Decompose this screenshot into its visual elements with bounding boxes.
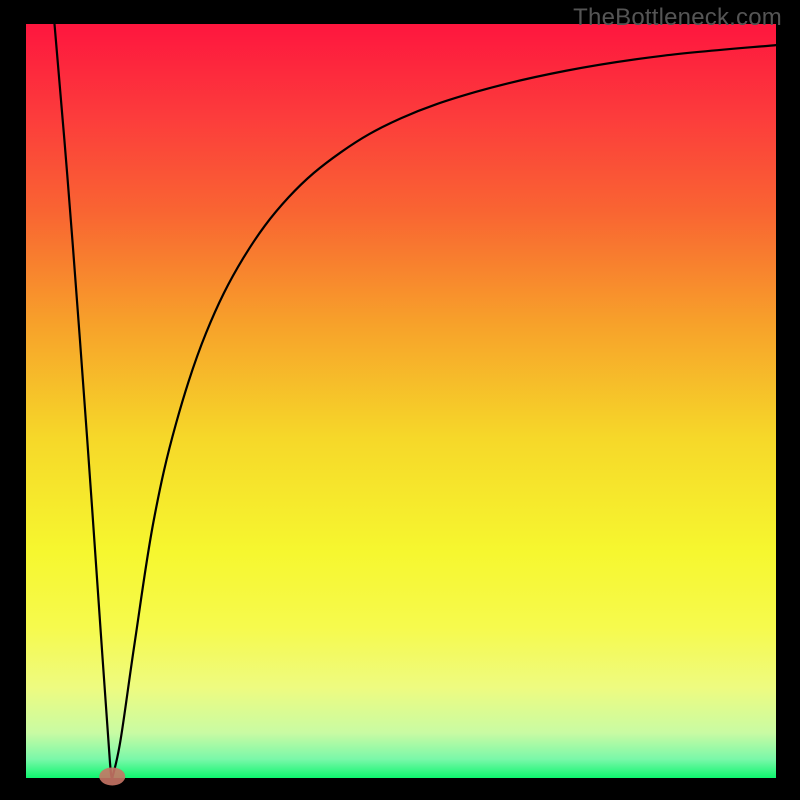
bottleneck-chart: TheBottleneck.com (0, 0, 800, 800)
chart-svg (0, 0, 800, 800)
watermark-text: TheBottleneck.com (573, 4, 782, 32)
chart-gradient-background (26, 24, 776, 778)
optimal-point-marker (99, 767, 125, 785)
